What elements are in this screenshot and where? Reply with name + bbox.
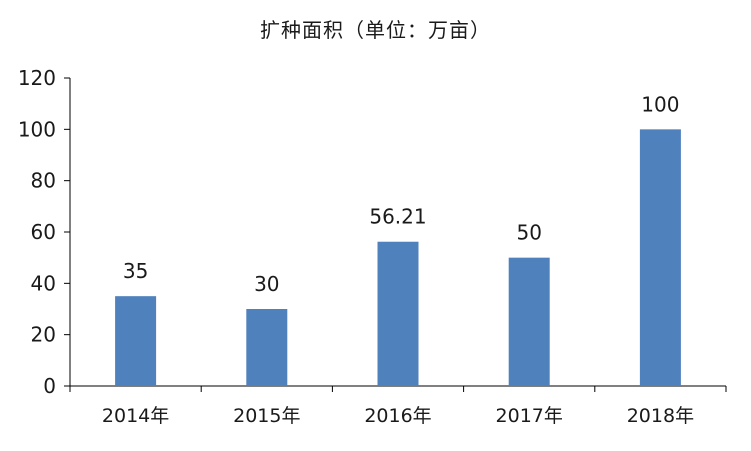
bar (115, 296, 157, 386)
y-axis: 0 20 40 60 80 100 120 (18, 66, 71, 398)
y-tick-label: 100 (18, 117, 56, 141)
x-category-label: 2018年 (627, 405, 694, 427)
bar-value-label: 30 (254, 272, 279, 296)
y-tick-label: 60 (31, 220, 56, 244)
bar (377, 241, 419, 386)
bars (115, 129, 681, 387)
bar-value-label: 50 (516, 221, 541, 245)
x-category-label: 2015年 (233, 405, 300, 427)
data-labels: 35 30 56.21 50 100 (123, 92, 680, 296)
chart-title: 扩种面积（单位：万亩） (260, 18, 491, 42)
x-category-label: 2014年 (102, 405, 169, 427)
bar-value-label: 100 (641, 92, 679, 116)
bar-value-label: 56.21 (369, 205, 426, 229)
bar (246, 309, 288, 386)
x-axis: 2014年 2015年 2016年 2017年 2018年 (69, 385, 727, 427)
y-tick-label: 80 (31, 169, 56, 193)
x-category-label: 2017年 (496, 405, 563, 427)
y-tick-label: 20 (31, 323, 56, 347)
bar-value-label: 35 (123, 259, 148, 283)
bar (508, 257, 550, 386)
y-tick-label: 40 (31, 271, 56, 295)
bar (639, 129, 681, 387)
y-tick-label: 0 (43, 374, 56, 398)
x-category-label: 2016年 (364, 405, 431, 427)
y-tick-label: 120 (18, 66, 56, 90)
